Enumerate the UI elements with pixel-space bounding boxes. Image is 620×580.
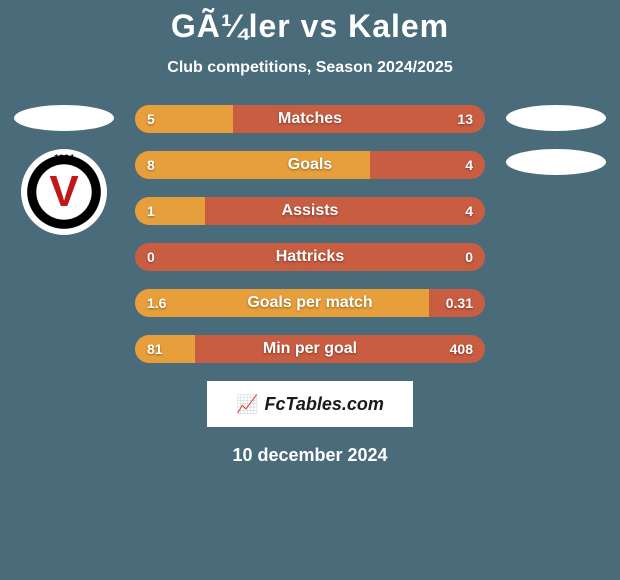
footer-date: 10 december 2024 [0, 445, 620, 466]
stat-label: Assists [135, 197, 485, 225]
comparison-content: 1904 V 5Matches13 8Goals4 1Assists4 0Hattri… [0, 105, 620, 363]
right-player-column [500, 105, 612, 363]
player-left-badge [14, 105, 114, 131]
stat-bar-row: 81Min per goal408 [135, 335, 485, 363]
stat-label: Matches [135, 105, 485, 133]
brand-footer[interactable]: 📈 FcTables.com [207, 381, 413, 427]
stat-bar-row: 8Goals4 [135, 151, 485, 179]
stat-label: Min per goal [135, 335, 485, 363]
subtitle: Club competitions, Season 2024/2025 [0, 59, 620, 77]
stat-bar-row: 1Assists4 [135, 197, 485, 225]
stat-value-right: 0.31 [446, 289, 473, 317]
page-title: GÃ¼ler vs Kalem [0, 0, 620, 45]
stat-label: Goals per match [135, 289, 485, 317]
stat-value-right: 408 [450, 335, 473, 363]
player-right-badge [506, 105, 606, 131]
stat-value-right: 13 [457, 105, 473, 133]
stat-bar-row: 1.6Goals per match0.31 [135, 289, 485, 317]
stat-bar-row: 5Matches13 [135, 105, 485, 133]
brand-text: FcTables.com [265, 394, 384, 415]
club-year-text: 1904 [54, 153, 74, 163]
player-right-club-badge [506, 149, 606, 175]
stat-value-right: 0 [465, 243, 473, 271]
stat-bars: 5Matches13 8Goals4 1Assists4 0Hattricks0 1.6… [120, 105, 500, 363]
player-left-club-logo: 1904 V [21, 149, 107, 235]
club-letter: V [49, 167, 78, 217]
stat-bar-row: 0Hattricks0 [135, 243, 485, 271]
chart-icon: 📈 [236, 394, 258, 415]
stat-value-right: 4 [465, 197, 473, 225]
left-player-column: 1904 V [8, 105, 120, 363]
stat-label: Hattricks [135, 243, 485, 271]
stat-value-right: 4 [465, 151, 473, 179]
stat-label: Goals [135, 151, 485, 179]
